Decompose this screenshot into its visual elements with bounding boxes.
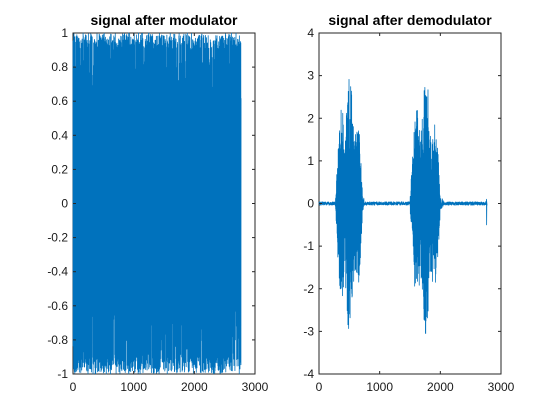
x-tick-label: 2000 — [181, 380, 208, 394]
y-tick-label: -0.6 — [47, 299, 68, 313]
x-tick-label: 2000 — [427, 380, 454, 394]
series-line — [73, 33, 241, 374]
y-tick-label: 0 — [61, 197, 68, 211]
y-tick-label: 1 — [61, 26, 68, 40]
y-tick-label: -1 — [57, 367, 68, 381]
x-tick-label: 0 — [70, 380, 77, 394]
chart-title-modulator: signal after modulator — [90, 12, 238, 28]
x-tick-label: 1000 — [366, 380, 393, 394]
chart-title-demodulator: signal after demodulator — [328, 12, 492, 28]
y-tick-label: 0.4 — [51, 128, 68, 142]
x-tick-label: 0 — [316, 380, 323, 394]
y-tick-label: 0.8 — [51, 60, 68, 74]
y-tick-label: 0.2 — [51, 162, 68, 176]
y-tick-label: -4 — [303, 367, 314, 381]
y-tick-label: -0.4 — [47, 265, 68, 279]
y-tick-label: -0.8 — [47, 333, 68, 347]
x-tick-label: 3000 — [488, 380, 515, 394]
axes-demodulator: signal after demodulator 4 3 2 1 0 -1 -2 -3 -4 0… — [303, 12, 514, 394]
y-tick-label: 0.6 — [51, 94, 68, 108]
x-tick-label: 3000 — [242, 380, 269, 394]
y-tick-label: 1 — [307, 154, 314, 168]
series-modulator — [73, 33, 241, 374]
y-tick-label: -0.2 — [47, 231, 68, 245]
y-tick-label: -1 — [303, 239, 314, 253]
y-tick-label: 2 — [307, 111, 314, 125]
axes-modulator: signal after modulator 1 0.8 0.6 0.4 0.2 0 -0.… — [47, 12, 268, 394]
y-tick-label: -3 — [303, 324, 314, 338]
x-tick-label: 1000 — [120, 380, 147, 394]
y-tick-label: 0 — [307, 197, 314, 211]
y-tick-label: 3 — [307, 69, 314, 83]
y-tick-label: 4 — [307, 26, 314, 40]
y-tick-label: -2 — [303, 282, 314, 296]
